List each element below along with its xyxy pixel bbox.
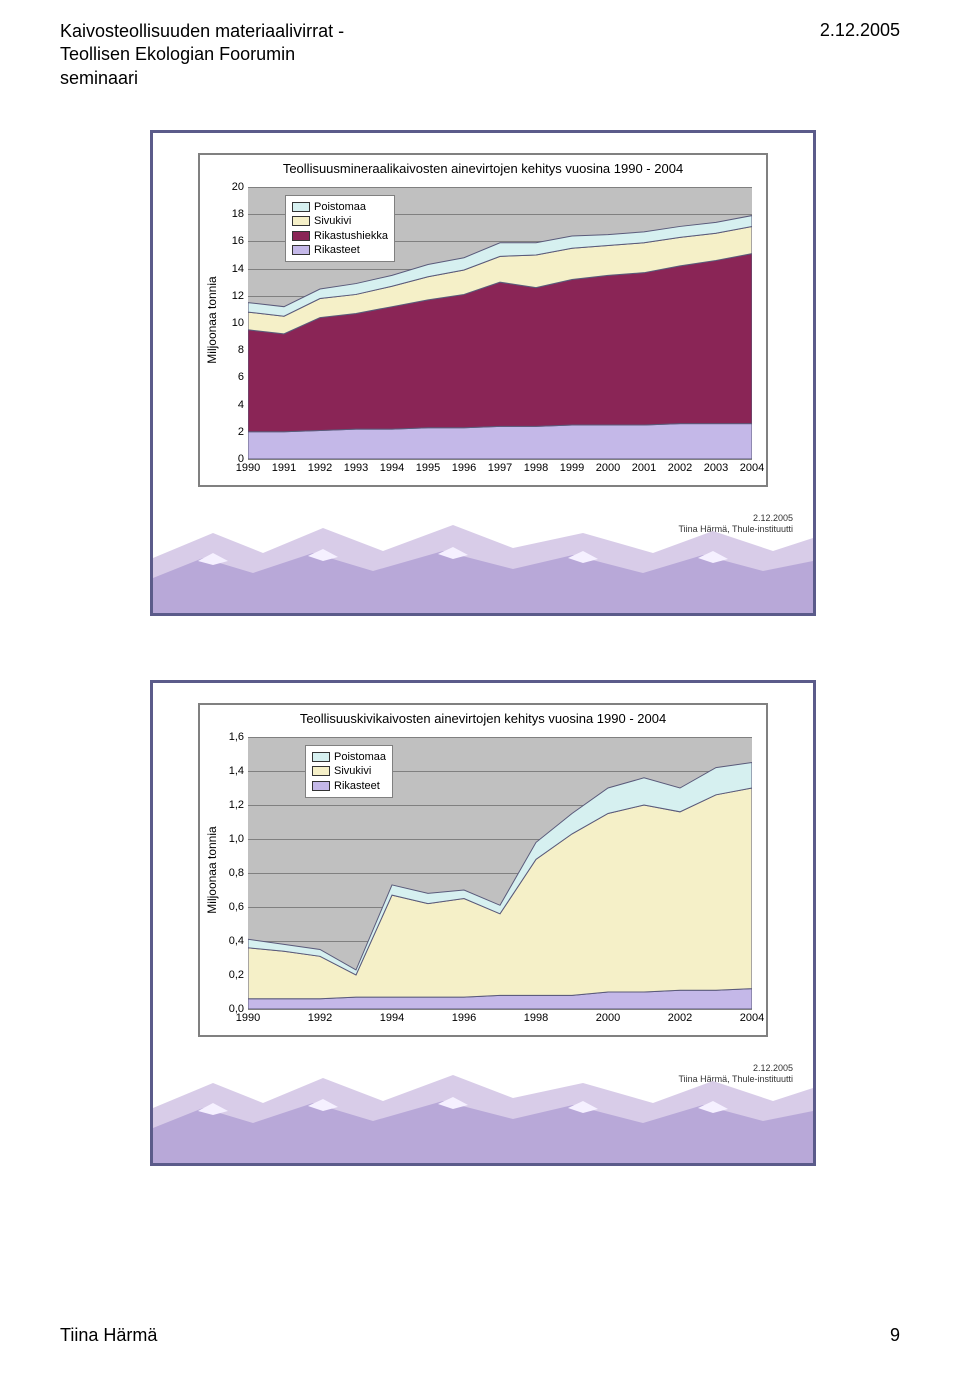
y-tick-label: 12 xyxy=(232,290,248,302)
x-tick-label: 1990 xyxy=(236,459,260,474)
legend-row: Sivukivi xyxy=(292,214,388,228)
y-tick-label: 0,2 xyxy=(229,969,248,981)
x-tick-label: 1996 xyxy=(452,1009,476,1024)
legend-label: Sivukivi xyxy=(334,764,371,778)
slide-2: Teollisuuskivikaivosten ainevirtojen keh… xyxy=(150,680,816,1166)
header-date: 2.12.2005 xyxy=(820,20,900,41)
x-tick-label: 1995 xyxy=(416,459,440,474)
legend-row: Poistomaa xyxy=(292,200,388,214)
mountains-bg xyxy=(153,1053,813,1163)
legend-swatch xyxy=(292,216,310,226)
y-tick-label: 10 xyxy=(232,317,248,329)
y-tick-label: 20 xyxy=(232,181,248,193)
legend-swatch xyxy=(292,231,310,241)
x-tick-label: 1993 xyxy=(344,459,368,474)
chart-1-legend: PoistomaaSivukiviRikastushiekkaRikasteet xyxy=(285,195,395,262)
legend-swatch xyxy=(292,202,310,212)
x-tick-label: 1991 xyxy=(272,459,296,474)
y-tick-label: 2 xyxy=(238,426,248,438)
legend-row: Rikastushiekka xyxy=(292,229,388,243)
x-tick-label: 1997 xyxy=(488,459,512,474)
legend-swatch xyxy=(312,752,330,762)
y-tick-label: 0,6 xyxy=(229,901,248,913)
legend-label: Rikasteet xyxy=(334,779,380,793)
legend-swatch xyxy=(312,766,330,776)
legend-label: Sivukivi xyxy=(314,214,351,228)
legend-row: Rikasteet xyxy=(312,779,386,793)
x-tick-label: 1992 xyxy=(308,459,332,474)
chart-2-yaxis-title: Miljoonaa tonnia xyxy=(205,826,219,913)
y-tick-label: 1,6 xyxy=(229,731,248,743)
x-tick-label: 2002 xyxy=(668,1009,692,1024)
legend-row: Sivukivi xyxy=(312,764,386,778)
chart-1-title: Teollisuusmineraalikaivosten ainevirtoje… xyxy=(200,155,766,180)
x-tick-label: 1990 xyxy=(236,1009,260,1024)
legend-swatch xyxy=(312,781,330,791)
x-tick-label: 1994 xyxy=(380,459,404,474)
x-tick-label: 1992 xyxy=(308,1009,332,1024)
y-tick-label: 18 xyxy=(232,208,248,220)
page: Kaivosteollisuuden materiaalivirrat - Te… xyxy=(0,0,960,1376)
legend-label: Poistomaa xyxy=(314,200,366,214)
footer-author: Tiina Härmä xyxy=(60,1325,157,1346)
x-tick-label: 2002 xyxy=(668,459,692,474)
header-line3: seminaari xyxy=(60,67,344,90)
legend-label: Poistomaa xyxy=(334,750,386,764)
header-line2: Teollisen Ekologian Foorumin xyxy=(60,43,344,66)
y-tick-label: 0,8 xyxy=(229,867,248,879)
x-tick-label: 1994 xyxy=(380,1009,404,1024)
x-tick-label: 2003 xyxy=(704,459,728,474)
legend-swatch xyxy=(292,245,310,255)
legend-row: Rikasteet xyxy=(292,243,388,257)
chart-2-frame: Teollisuuskivikaivosten ainevirtojen keh… xyxy=(198,703,768,1037)
y-tick-label: 1,4 xyxy=(229,765,248,777)
legend-label: Rikastushiekka xyxy=(314,229,388,243)
chart-2-legend: PoistomaaSivukiviRikasteet xyxy=(305,745,393,798)
y-tick-label: 6 xyxy=(238,371,248,383)
slide-1: Teollisuusmineraalikaivosten ainevirtoje… xyxy=(150,130,816,616)
x-tick-label: 1999 xyxy=(560,459,584,474)
x-tick-label: 2000 xyxy=(596,1009,620,1024)
chart-1-yaxis-title: Miljoonaa tonnia xyxy=(205,276,219,363)
y-tick-label: 14 xyxy=(232,263,248,275)
footer-page: 9 xyxy=(890,1325,900,1346)
legend-label: Rikasteet xyxy=(314,243,360,257)
x-tick-label: 2000 xyxy=(596,459,620,474)
mountains-bg xyxy=(153,503,813,613)
x-tick-label: 1996 xyxy=(452,459,476,474)
x-tick-label: 2004 xyxy=(740,1009,764,1024)
legend-row: Poistomaa xyxy=(312,750,386,764)
y-tick-label: 0,4 xyxy=(229,935,248,947)
y-tick-label: 1,2 xyxy=(229,799,248,811)
x-tick-label: 1998 xyxy=(524,459,548,474)
chart-1-frame: Teollisuusmineraalikaivosten ainevirtoje… xyxy=(198,153,768,487)
chart-2-title: Teollisuuskivikaivosten ainevirtojen keh… xyxy=(200,705,766,730)
header-title: Kaivosteollisuuden materiaalivirrat - Te… xyxy=(60,20,344,90)
y-tick-label: 16 xyxy=(232,235,248,247)
y-tick-label: 1,0 xyxy=(229,833,248,845)
y-tick-label: 8 xyxy=(238,344,248,356)
y-tick-label: 4 xyxy=(238,399,248,411)
x-tick-label: 2001 xyxy=(632,459,656,474)
x-tick-label: 2004 xyxy=(740,459,764,474)
x-tick-label: 1998 xyxy=(524,1009,548,1024)
header-line1: Kaivosteollisuuden materiaalivirrat - xyxy=(60,20,344,43)
